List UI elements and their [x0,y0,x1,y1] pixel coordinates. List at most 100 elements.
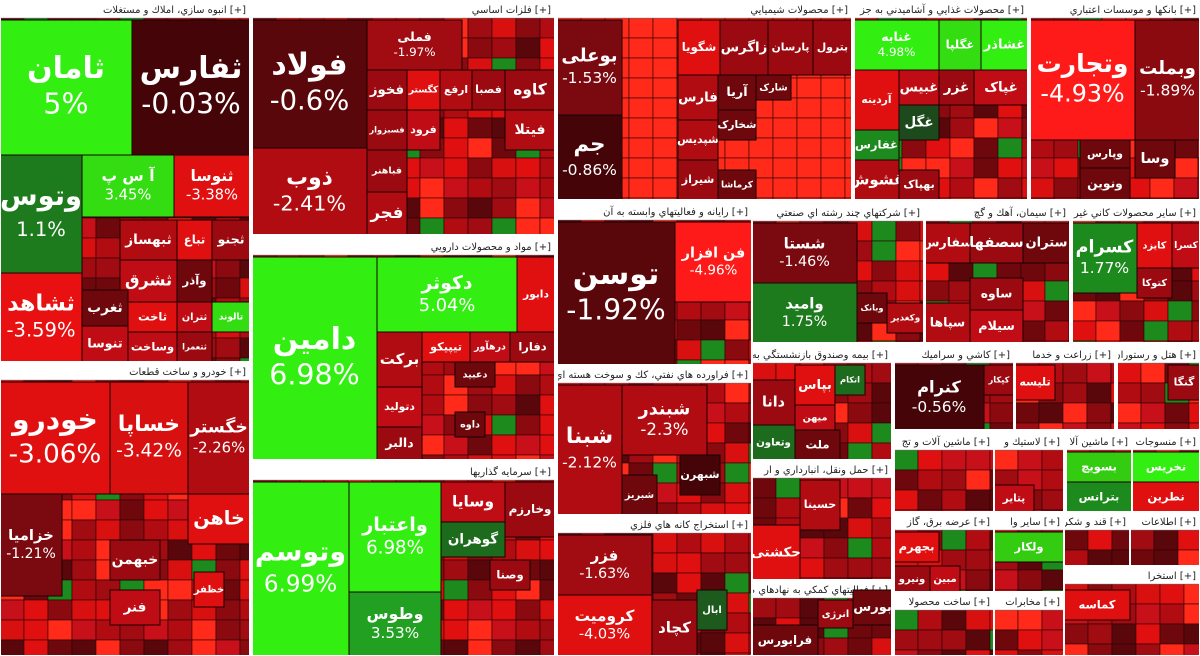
stock-tile[interactable] [211,301,250,333]
sector-title[interactable]: منسوجات [+] [1136,437,1197,448]
stock-tile[interactable] [969,277,1024,311]
stock-tile[interactable] [366,19,463,71]
stock-tile[interactable] [376,331,423,388]
sector-title[interactable]: كاشي و سراميك [+] [921,350,1010,361]
stock-tile[interactable] [894,364,985,430]
stock-tile[interactable] [469,331,511,363]
stock-tile[interactable] [454,361,496,388]
sector-title[interactable]: سرمايه گذاريها [+] [470,466,551,478]
stock-tile[interactable] [1022,222,1070,264]
stock-tile[interactable] [752,282,858,343]
stock-tile[interactable] [109,539,161,581]
stock-tile[interactable] [252,19,368,149]
sector-title[interactable]: مخابرات [+] [1005,597,1060,608]
stock-tile[interactable] [109,589,161,626]
stock-tile[interactable] [471,69,506,111]
stock-tile[interactable] [176,219,213,261]
sector-title[interactable]: شركتهاي چند رشته اي صنعتي [+] [776,208,920,219]
stock-tile[interactable] [376,426,423,460]
sector-title[interactable]: حمل ونقل، انبارداري و ار [+] [763,465,888,476]
stock-tile[interactable] [752,222,858,284]
sector-title[interactable]: ساير وا [+] [1010,517,1060,528]
stock-tile[interactable] [1015,364,1056,401]
stock-tile[interactable] [557,594,653,656]
sector-title[interactable]: هتل و رستوران [+] [1113,350,1196,361]
stock-tile[interactable] [454,411,486,438]
stock-tile[interactable] [925,222,971,264]
stock-tile[interactable] [755,74,792,101]
stock-tile[interactable] [938,69,975,106]
stock-tile[interactable] [696,589,728,631]
sector-title[interactable]: فعاليتهاي كمكي به نهادهاي م [+] [749,585,888,596]
sector-title[interactable]: انبوه سازي، املاك و مستغلات [+] [103,5,246,16]
stock-tile[interactable] [1079,139,1131,169]
stock-tile[interactable] [894,531,940,563]
stock-tile[interactable] [516,256,555,333]
stock-tile[interactable] [717,74,757,111]
stock-tile[interactable] [173,154,250,218]
stock-tile[interactable] [406,109,441,151]
stock-tile[interactable] [794,429,841,460]
stock-tile[interactable] [252,481,350,656]
stock-tile[interactable] [406,69,441,111]
stock-tile[interactable] [1066,451,1132,483]
sector-title[interactable]: رايانه و فعاليتهاي وابسته به آن [+] [603,205,748,218]
stock-tile[interactable] [1132,451,1200,483]
stock-tile[interactable] [366,149,408,193]
stock-tile[interactable] [0,272,83,362]
stock-tile[interactable] [131,19,250,156]
sector-title[interactable]: بانکها و موسسات اعتباري [+] [1070,5,1196,16]
stock-tile[interactable] [621,384,708,456]
sector-title[interactable]: فراورده هاي نفتي، كك و سوخت هسته اي [+] [555,370,748,381]
sector-title[interactable]: لاستيك و [+] [1003,437,1060,448]
stock-tile[interactable] [81,154,175,218]
stock-tile[interactable] [1134,19,1200,141]
stock-tile[interactable] [176,331,213,362]
sector-title[interactable]: استخراج كانه هاي فلزي [+] [630,520,748,531]
stock-tile[interactable] [994,531,1064,563]
sector-title[interactable]: ساخت محصولا [+] [909,597,990,608]
stock-tile[interactable] [127,301,178,333]
sector-title[interactable]: ماشين آلا [+] [1070,435,1129,448]
stock-tile[interactable] [176,259,213,303]
stock-tile[interactable] [504,481,555,538]
stock-tile[interactable] [679,454,721,496]
stock-tile[interactable] [925,302,971,343]
stock-tile[interactable] [794,404,836,431]
stock-tile[interactable] [187,381,250,495]
stock-tile[interactable] [799,479,841,531]
stock-tile[interactable] [489,559,531,591]
stock-tile[interactable] [812,19,852,76]
stock-tile[interactable] [834,364,866,396]
stock-tile[interactable] [854,159,900,200]
stock-tile[interactable] [557,221,676,365]
stock-tile[interactable] [898,69,940,106]
stock-tile[interactable] [187,493,250,545]
sector-title[interactable]: فلزات اساسي [+] [472,5,551,16]
sector-title[interactable]: خودرو و ساخت قطعات [+] [129,367,246,378]
sector-title[interactable]: سيمان، آهك و گچ [+] [974,206,1066,219]
sector-title[interactable]: اطلاعات [+] [1141,517,1196,528]
stock-tile[interactable] [969,309,1024,343]
stock-tile[interactable] [1134,139,1176,179]
stock-tile[interactable] [1079,167,1131,200]
stock-tile[interactable] [717,169,757,200]
stock-tile[interactable] [376,386,423,428]
stock-tile[interactable] [677,119,719,161]
sector-title[interactable]: بيمه وصندوق بازنشستگي به [+] [752,349,888,361]
stock-tile[interactable] [0,154,83,274]
sector-title[interactable]: ماشين آلات و تج [+] [902,435,990,448]
stock-tile[interactable] [1132,481,1200,512]
stock-tile[interactable] [509,331,555,363]
stock-tile[interactable] [886,302,924,334]
stock-tile[interactable] [109,381,189,495]
sector-title[interactable]: قند و شكر [+] [1062,517,1126,528]
stock-tile[interactable] [1066,481,1132,512]
sector-title[interactable]: مواد و محصولات دارويي [+] [431,242,551,253]
stock-tile[interactable] [348,591,442,656]
stock-tile[interactable] [252,256,378,460]
sector-title[interactable]: زراعت و خدما [+] [1032,350,1111,361]
stock-tile[interactable] [983,364,1014,396]
stock-tile[interactable] [0,19,133,156]
stock-tile[interactable] [752,524,801,580]
